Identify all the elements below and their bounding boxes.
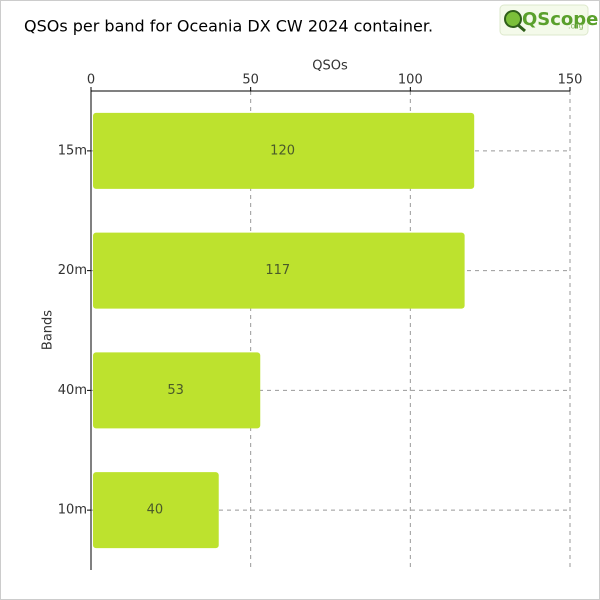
x-tick-label: 0 (87, 73, 95, 88)
bar (93, 232, 465, 309)
bar (93, 352, 261, 429)
bar (93, 472, 219, 549)
value-label: 40 (147, 503, 164, 518)
chart-title: QSOs per band for Oceania DX CW 2024 con… (24, 17, 433, 36)
bars: 120 117 53 40 (93, 112, 475, 549)
logo-handle (517, 23, 526, 33)
x-tick-label: 50 (242, 73, 259, 88)
value-label: 120 (270, 143, 295, 158)
y-tick-label: 20m (58, 263, 87, 278)
bar (93, 112, 475, 189)
x-tick-label: 150 (558, 73, 583, 88)
y-tick-label: 40m (58, 383, 87, 398)
logo: QScope .org (499, 4, 598, 36)
logo-icon (504, 10, 522, 28)
y-tick-label: 15m (58, 143, 87, 158)
value-label: 117 (265, 263, 290, 278)
value-label: 53 (167, 383, 184, 398)
logo-text: QScope (522, 9, 598, 30)
logo-suffix: .org (568, 22, 584, 31)
y-axis-label: Bands (41, 310, 56, 350)
y-tick-label: 10m (58, 503, 87, 518)
x-tick-label: 100 (398, 73, 423, 88)
x-axis-label: QSOs (312, 59, 348, 74)
